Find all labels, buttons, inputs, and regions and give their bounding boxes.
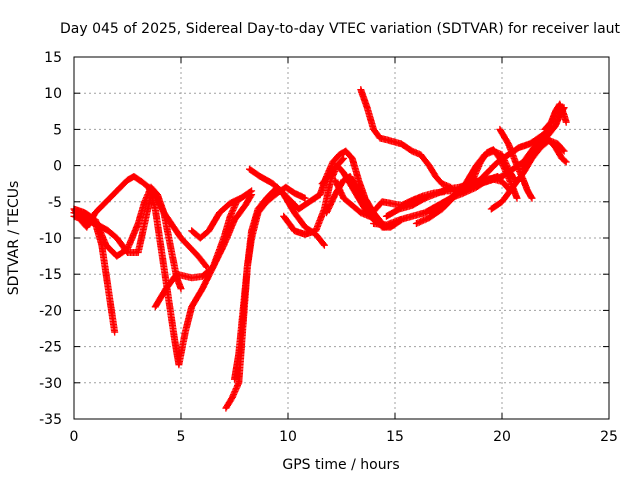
- series-sat-1: [70, 209, 119, 336]
- y-tick-label: -5: [48, 195, 62, 211]
- series-markers: [357, 86, 455, 191]
- y-tick-label: 0: [53, 159, 62, 175]
- series-line: [147, 186, 238, 366]
- x-tick-label: 15: [386, 429, 404, 445]
- axis-ticks: 0 5 10 15 20 25 -35 -30 -25 -20 -15 -10 -5 0 5 10 15: [39, 50, 618, 445]
- x-tick-label: 25: [600, 429, 618, 445]
- series-sat-26: [541, 100, 570, 133]
- x-tick-label: 0: [70, 429, 79, 445]
- grid: [74, 57, 609, 419]
- y-tick-label: -25: [39, 340, 62, 356]
- series-line: [522, 106, 566, 171]
- series-sat-7: [188, 187, 256, 242]
- series-line: [359, 88, 452, 189]
- series-line: [190, 189, 253, 240]
- series-line: [535, 139, 568, 164]
- y-tick-label: -35: [39, 412, 62, 428]
- series-line: [334, 179, 446, 218]
- series-line: [154, 193, 253, 308]
- series-line: [233, 186, 322, 381]
- series-line: [466, 148, 519, 200]
- series-line: [543, 103, 568, 131]
- x-tick-label: 10: [279, 429, 297, 445]
- series-group: [70, 86, 570, 412]
- series-line: [443, 129, 551, 192]
- y-tick-label: -15: [39, 267, 62, 283]
- y-tick-label: -20: [39, 303, 62, 319]
- series-sat-9: [231, 183, 324, 383]
- x-axis-label: GPS time / hours: [282, 457, 399, 473]
- series-sat-15: [357, 86, 455, 191]
- y-tick-label: -30: [39, 376, 62, 392]
- series-sat-27: [532, 136, 570, 166]
- chart-title: Day 045 of 2025, Sidereal Day-to-day VTE…: [60, 21, 621, 37]
- series-sat-6: [145, 183, 241, 369]
- series-sat-25: [519, 104, 568, 173]
- y-tick-label: 15: [44, 50, 62, 66]
- y-axis-label: SDTVAR / TECUs: [6, 181, 22, 296]
- x-tick-label: 20: [493, 429, 511, 445]
- series-line: [428, 124, 553, 214]
- series-markers: [70, 209, 119, 336]
- x-tick-label: 5: [177, 429, 186, 445]
- series-line: [72, 193, 153, 254]
- y-tick-label: 10: [44, 86, 62, 102]
- y-tick-label: -10: [39, 231, 62, 247]
- y-tick-label: 5: [53, 122, 62, 138]
- series-line: [72, 211, 116, 334]
